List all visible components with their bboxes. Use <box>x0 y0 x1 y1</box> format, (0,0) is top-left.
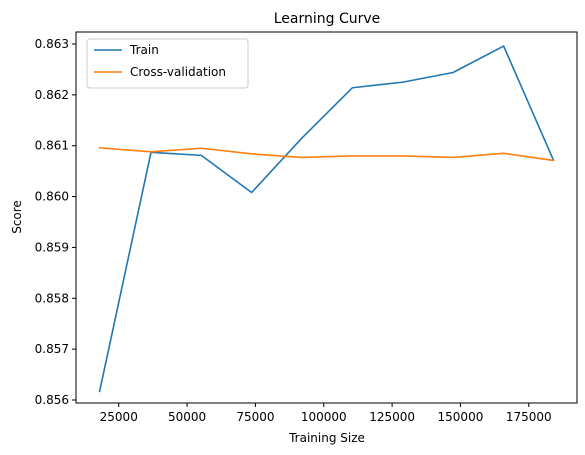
y-tick-label: 0.861 <box>35 139 69 153</box>
legend-box <box>86 38 249 89</box>
y-tick-label: 0.860 <box>35 190 69 204</box>
legend-label-cross-validation: Cross-validation <box>130 65 226 79</box>
legend: Train Cross-validation <box>86 38 249 89</box>
y-axis: 0.856 0.857 0.858 0.859 0.860 0.861 0.862 0.863 <box>35 37 76 407</box>
y-tick-label: 0.856 <box>35 393 69 407</box>
y-axis-label: Score <box>10 200 24 234</box>
chart-title: Learning Curve <box>274 11 381 27</box>
x-tick-label: 25000 <box>100 410 138 424</box>
y-tick-label: 0.862 <box>35 88 69 102</box>
y-tick-label: 0.863 <box>35 37 69 51</box>
y-tick-label: 0.857 <box>35 342 69 356</box>
x-tick-label: 125000 <box>369 410 415 424</box>
series-layer <box>98 45 555 393</box>
y-tick-label: 0.859 <box>35 240 69 254</box>
series-line-train <box>98 45 555 393</box>
x-tick-label: 50000 <box>168 410 206 424</box>
x-tick-label: 175000 <box>506 410 552 424</box>
x-axis-label: Training Size <box>288 431 365 445</box>
x-tick-label: 75000 <box>236 410 274 424</box>
x-tick-label: 100000 <box>301 410 347 424</box>
plot-area <box>75 31 578 404</box>
y-tick-label: 0.858 <box>35 291 69 305</box>
series-line-cross-validation <box>98 146 555 162</box>
legend-label-train: Train <box>129 43 159 57</box>
x-axis: 25000 50000 75000 100000 125000 150000 175000 <box>100 403 552 424</box>
x-tick-label: 150000 <box>438 410 484 424</box>
